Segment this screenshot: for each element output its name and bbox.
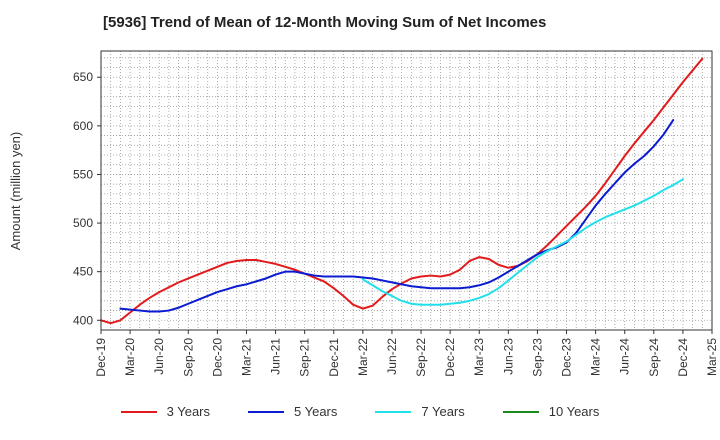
x-tick-label: Dec-24 [676, 338, 690, 377]
legend-label-5-years: 5 Years [294, 404, 338, 419]
y-tick-label: 650 [73, 70, 93, 84]
x-axis-ticks: Dec-19 Mar-20 Jun-20 Sep-20 Dec-20 Mar-21 Jun-… [94, 330, 719, 377]
legend-swatch-3-years [120, 410, 157, 413]
x-tick-label: Sep-20 [181, 338, 195, 377]
series-line-5-years [119, 119, 675, 313]
x-tick-label: Mar-23 [472, 338, 486, 376]
legend-swatch-10-years [502, 410, 539, 413]
series-line-7-years [361, 178, 684, 306]
y-tick-label: 600 [73, 119, 93, 133]
x-tick-label: Dec-19 [94, 338, 108, 377]
series-layer [100, 57, 704, 325]
x-tick-label: Sep-24 [647, 338, 661, 377]
x-tick-label: Jun-23 [501, 338, 515, 375]
legend-item-7-years: 7 Years [375, 404, 465, 419]
x-tick-label: Mar-20 [123, 338, 137, 376]
legend-item-10-years: 10 Years [502, 404, 600, 419]
x-tick-label: Dec-20 [210, 338, 224, 377]
legend-item-3-years: 3 Years [120, 404, 210, 419]
x-tick-label: Jun-20 [152, 338, 166, 375]
plot-area [101, 51, 712, 330]
x-tick-label: Mar-21 [239, 338, 253, 376]
y-tick-label: 550 [73, 167, 93, 181]
legend: 3 Years 5 Years 7 Years 10 Years [0, 404, 720, 419]
y-axis-title: Amount (million yen) [8, 132, 23, 251]
legend-swatch-5-years [248, 410, 284, 413]
y-tick-label: 500 [73, 216, 93, 230]
x-tick-label: Jun-22 [385, 338, 399, 375]
legend-item-5-years: 5 Years [248, 404, 337, 419]
x-tick-label: Jun-21 [269, 338, 283, 375]
legend-label-3-years: 3 Years [166, 404, 210, 419]
x-tick-label: Sep-23 [530, 338, 544, 377]
legend-label-7-years: 7 Years [421, 404, 465, 419]
x-tick-label: Mar-24 [589, 338, 603, 376]
x-tick-label: Dec-21 [327, 338, 341, 377]
plot-frame [100, 50, 713, 331]
y-tick-label: 400 [73, 313, 93, 327]
legend-swatch-7-years [375, 410, 412, 413]
x-tick-label: Sep-21 [298, 338, 312, 377]
x-tick-label: Mar-25 [705, 338, 719, 376]
legend-label-10-years: 10 Years [548, 404, 600, 419]
chart-title: [5936] Trend of Mean of 12-Month Moving … [103, 14, 547, 31]
x-tick-label: Dec-22 [443, 338, 457, 377]
y-axis-ticks: 400 450 500 550 600 650 [73, 70, 101, 327]
x-tick-label: Sep-22 [414, 338, 428, 377]
y-tick-label: 450 [73, 265, 93, 279]
x-tick-label: Mar-22 [356, 338, 370, 376]
x-tick-label: Dec-23 [560, 338, 574, 377]
x-tick-label: Jun-24 [618, 338, 632, 375]
